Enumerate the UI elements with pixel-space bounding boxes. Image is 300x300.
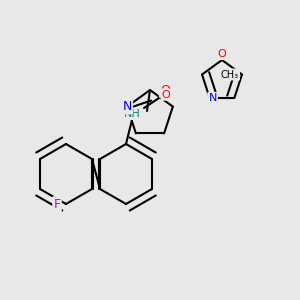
Text: CH₃: CH₃ <box>221 70 239 80</box>
Text: N: N <box>122 100 132 113</box>
Text: O: O <box>218 49 226 59</box>
Text: O: O <box>160 83 170 97</box>
Text: F: F <box>53 197 61 211</box>
Text: NH: NH <box>124 109 140 119</box>
Text: N: N <box>208 93 217 103</box>
Text: O: O <box>162 90 170 100</box>
